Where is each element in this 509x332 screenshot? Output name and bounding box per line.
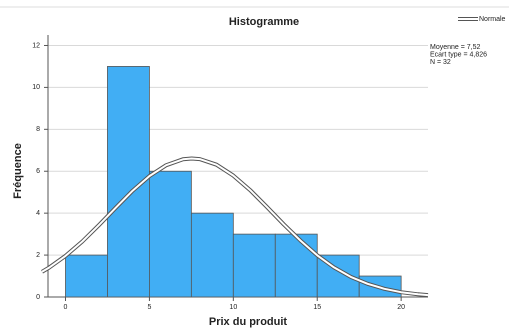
chart-title: Histogramme — [229, 16, 299, 28]
stat-annotation: Ecart type = 4,826 — [430, 51, 487, 58]
x-tick-label: 20 — [397, 304, 405, 311]
y-tick-label: 10 — [32, 84, 40, 91]
bar — [65, 254, 108, 298]
y-tick-label: 4 — [36, 210, 40, 217]
y-tick-label: 2 — [36, 252, 40, 259]
bar — [190, 212, 234, 298]
bar — [274, 233, 318, 298]
stat-annotation: Moyenne = 7,52 — [430, 44, 481, 51]
y-tick-label: 6 — [36, 168, 40, 175]
bar — [232, 233, 276, 298]
x-tick-label: 0 — [64, 304, 68, 311]
x-tick-label: 10 — [229, 304, 237, 311]
x-tick-label: 5 — [147, 304, 151, 311]
normal-curve-inner — [41, 157, 429, 297]
y-axis-label: Fréquence — [12, 143, 24, 199]
y-tick-label: 8 — [36, 126, 40, 133]
x-axis-label: Prix du produit — [209, 316, 288, 328]
bar — [149, 170, 192, 298]
stat-annotation: N = 32 — [430, 59, 451, 66]
x-tick-label: 15 — [313, 304, 321, 311]
legend-label: Normale — [479, 16, 506, 23]
y-tick-label: 0 — [36, 294, 40, 301]
y-tick-label: 12 — [32, 42, 40, 49]
